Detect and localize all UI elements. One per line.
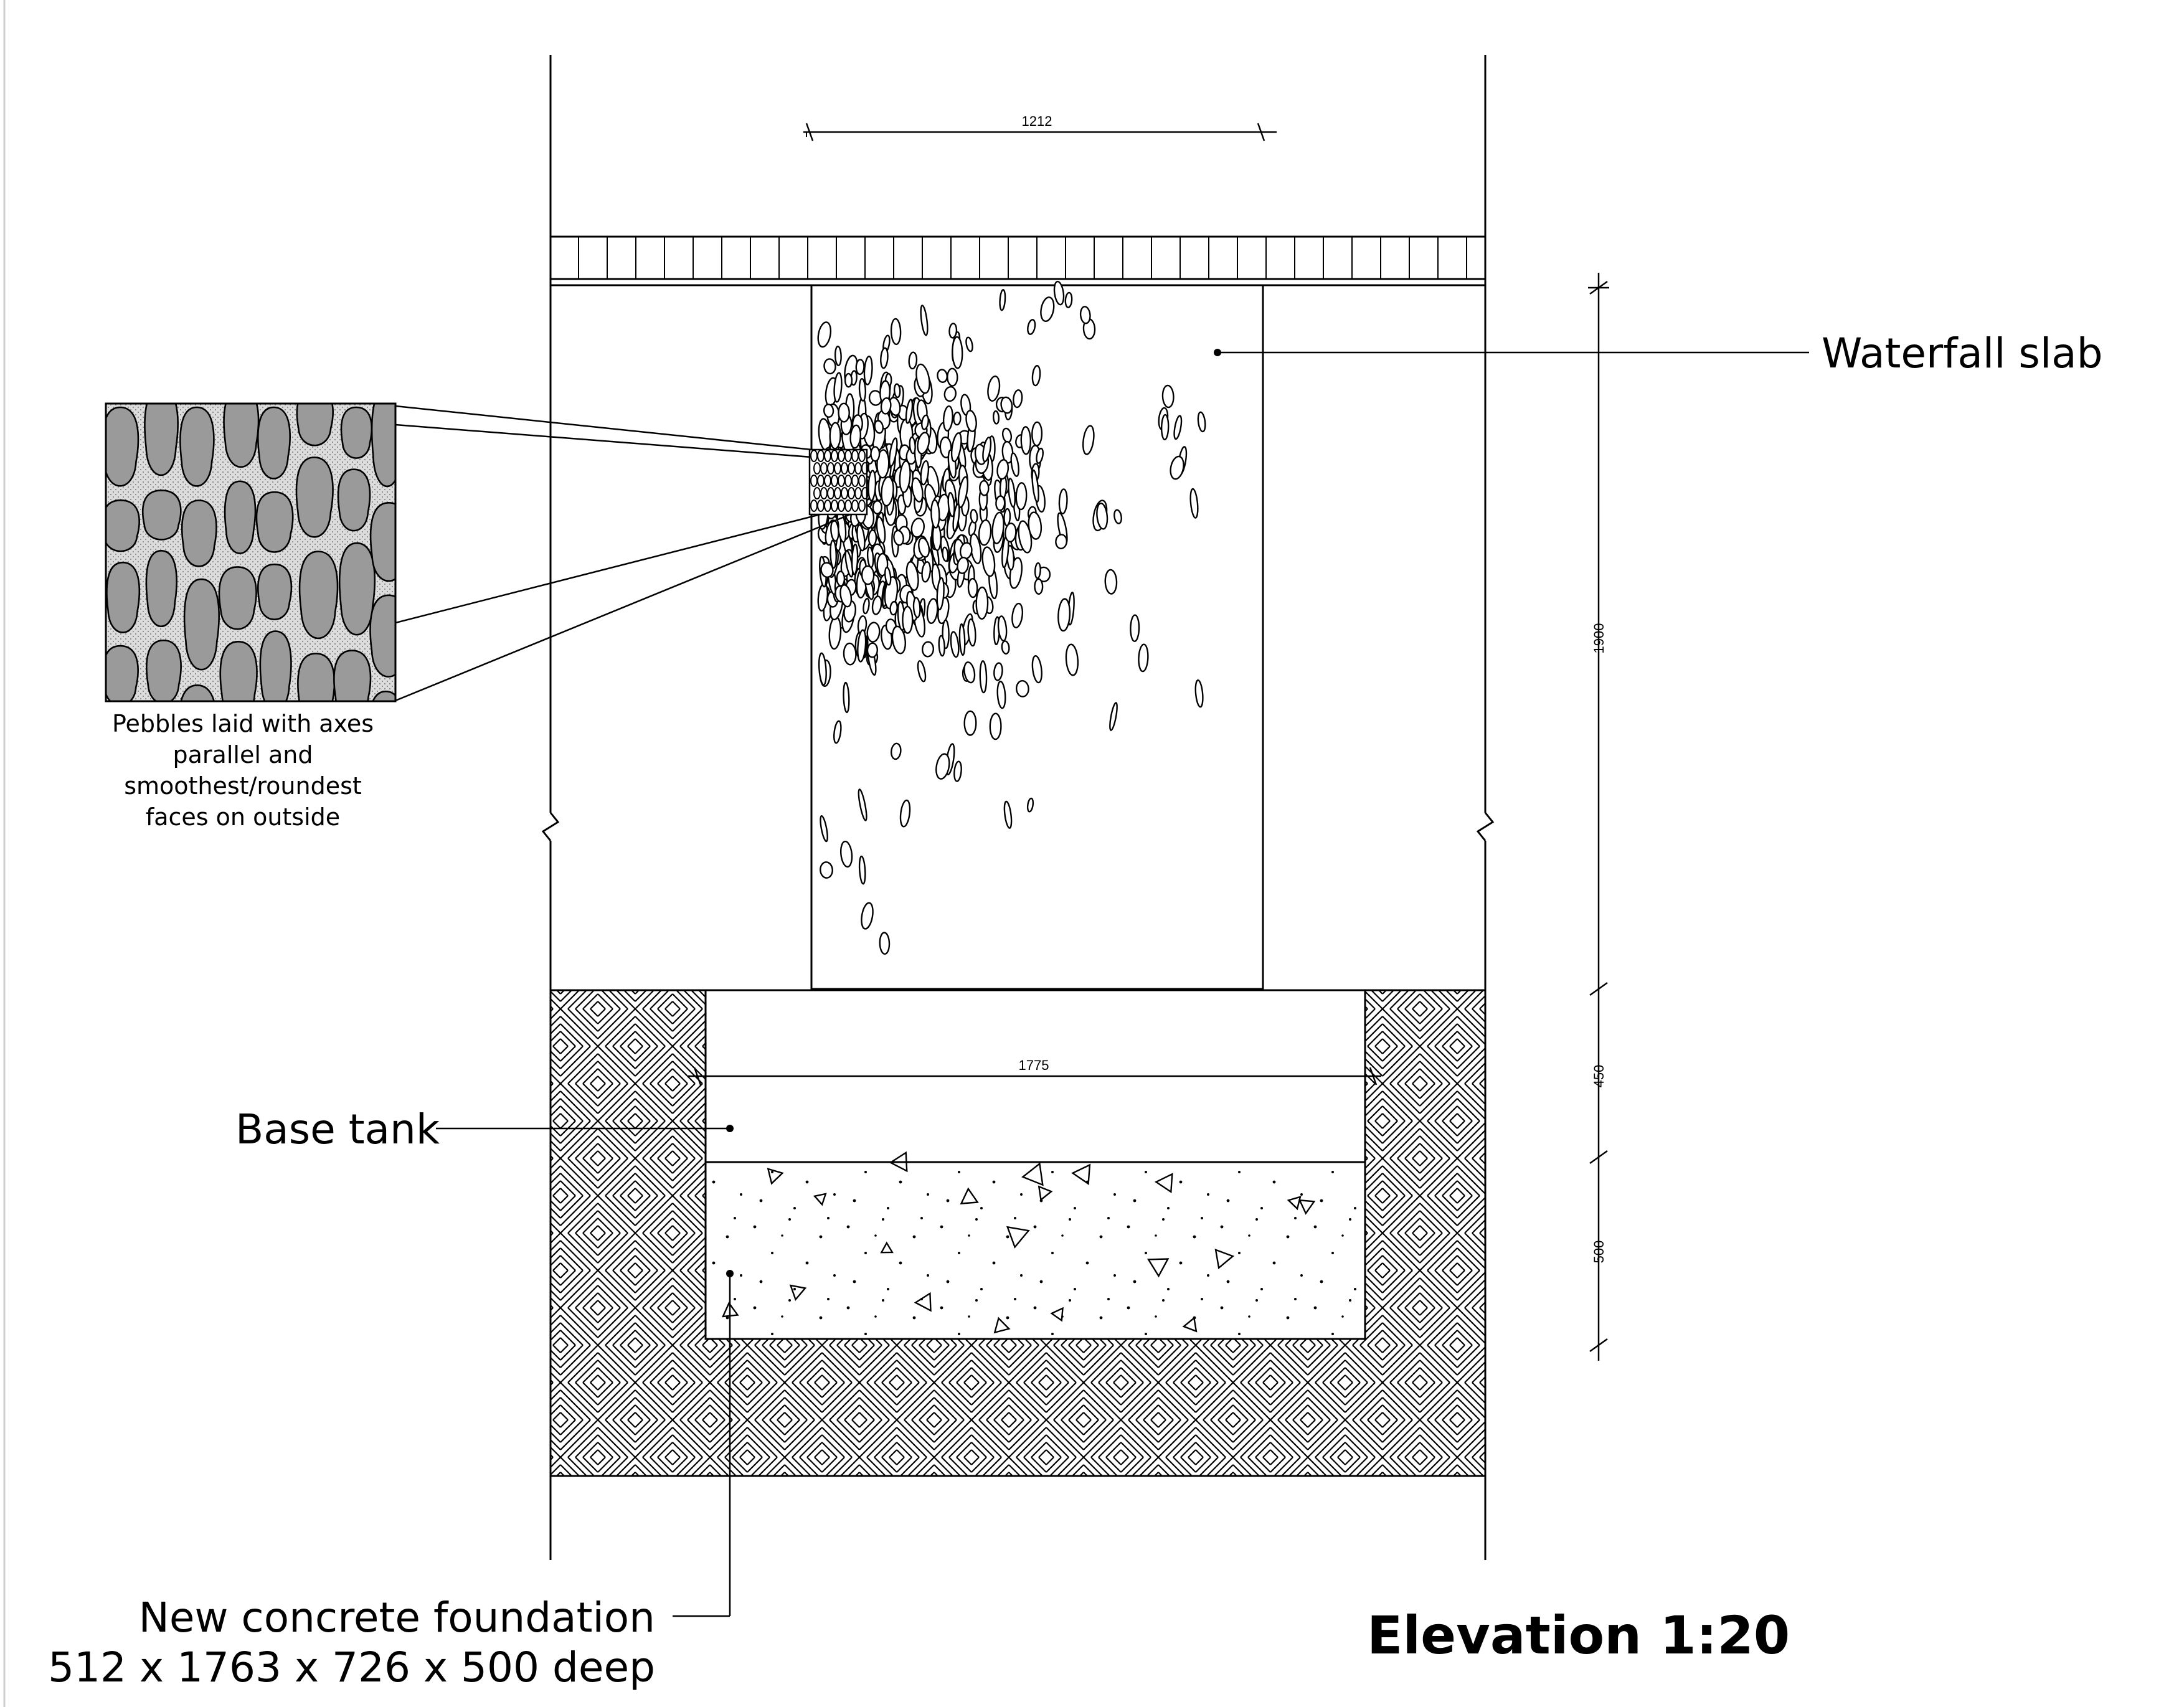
tank-concrete-infill <box>706 1151 1365 1338</box>
leader-foundation <box>673 1270 734 1617</box>
label-foundation-line2: 512 x 1763 x 726 x 500 deep <box>48 1643 655 1691</box>
label-base-tank: Base tank <box>235 1105 440 1153</box>
dimension-label-slab-width: 1212 <box>1022 113 1052 129</box>
drawing-title: Elevation 1:20 <box>1367 1605 1790 1666</box>
dimension-vertical-chain <box>1588 273 1609 1361</box>
detail-note-line-2: parallel and <box>173 741 313 768</box>
dimension-label-slab-height: 1900 <box>1591 623 1607 654</box>
dimension-label-tank-width: 1775 <box>1019 1057 1049 1073</box>
dimension-label-foundation-depth: 500 <box>1591 1241 1607 1264</box>
leader-base-tank <box>436 1125 734 1132</box>
dimension-tank-width: 1775 <box>688 1057 1381 1085</box>
pebble-texture <box>815 280 1206 955</box>
coping-strip <box>549 235 1487 286</box>
pebble-detail-box <box>105 402 397 702</box>
pebble-detail-note: Pebbles laid with axes parallel and smoo… <box>112 710 374 831</box>
label-foundation-line1: New concrete foundation <box>138 1594 655 1642</box>
detail-note-line-1: Pebbles laid with axes <box>112 710 374 737</box>
detail-note-line-3: smoothest/roundest <box>124 772 362 800</box>
pebble-detail-callout <box>395 405 869 702</box>
waterfall-slab <box>810 280 1264 990</box>
leader-waterfall-slab <box>1214 349 1809 356</box>
detail-note-line-4: faces on outside <box>146 803 340 831</box>
dimension-slab-width: 1212 <box>803 113 1277 141</box>
label-waterfall-slab: Waterfall slab <box>1822 329 2103 377</box>
dimension-label-tank-height: 450 <box>1591 1065 1607 1088</box>
concrete-foundation <box>549 989 1487 1477</box>
